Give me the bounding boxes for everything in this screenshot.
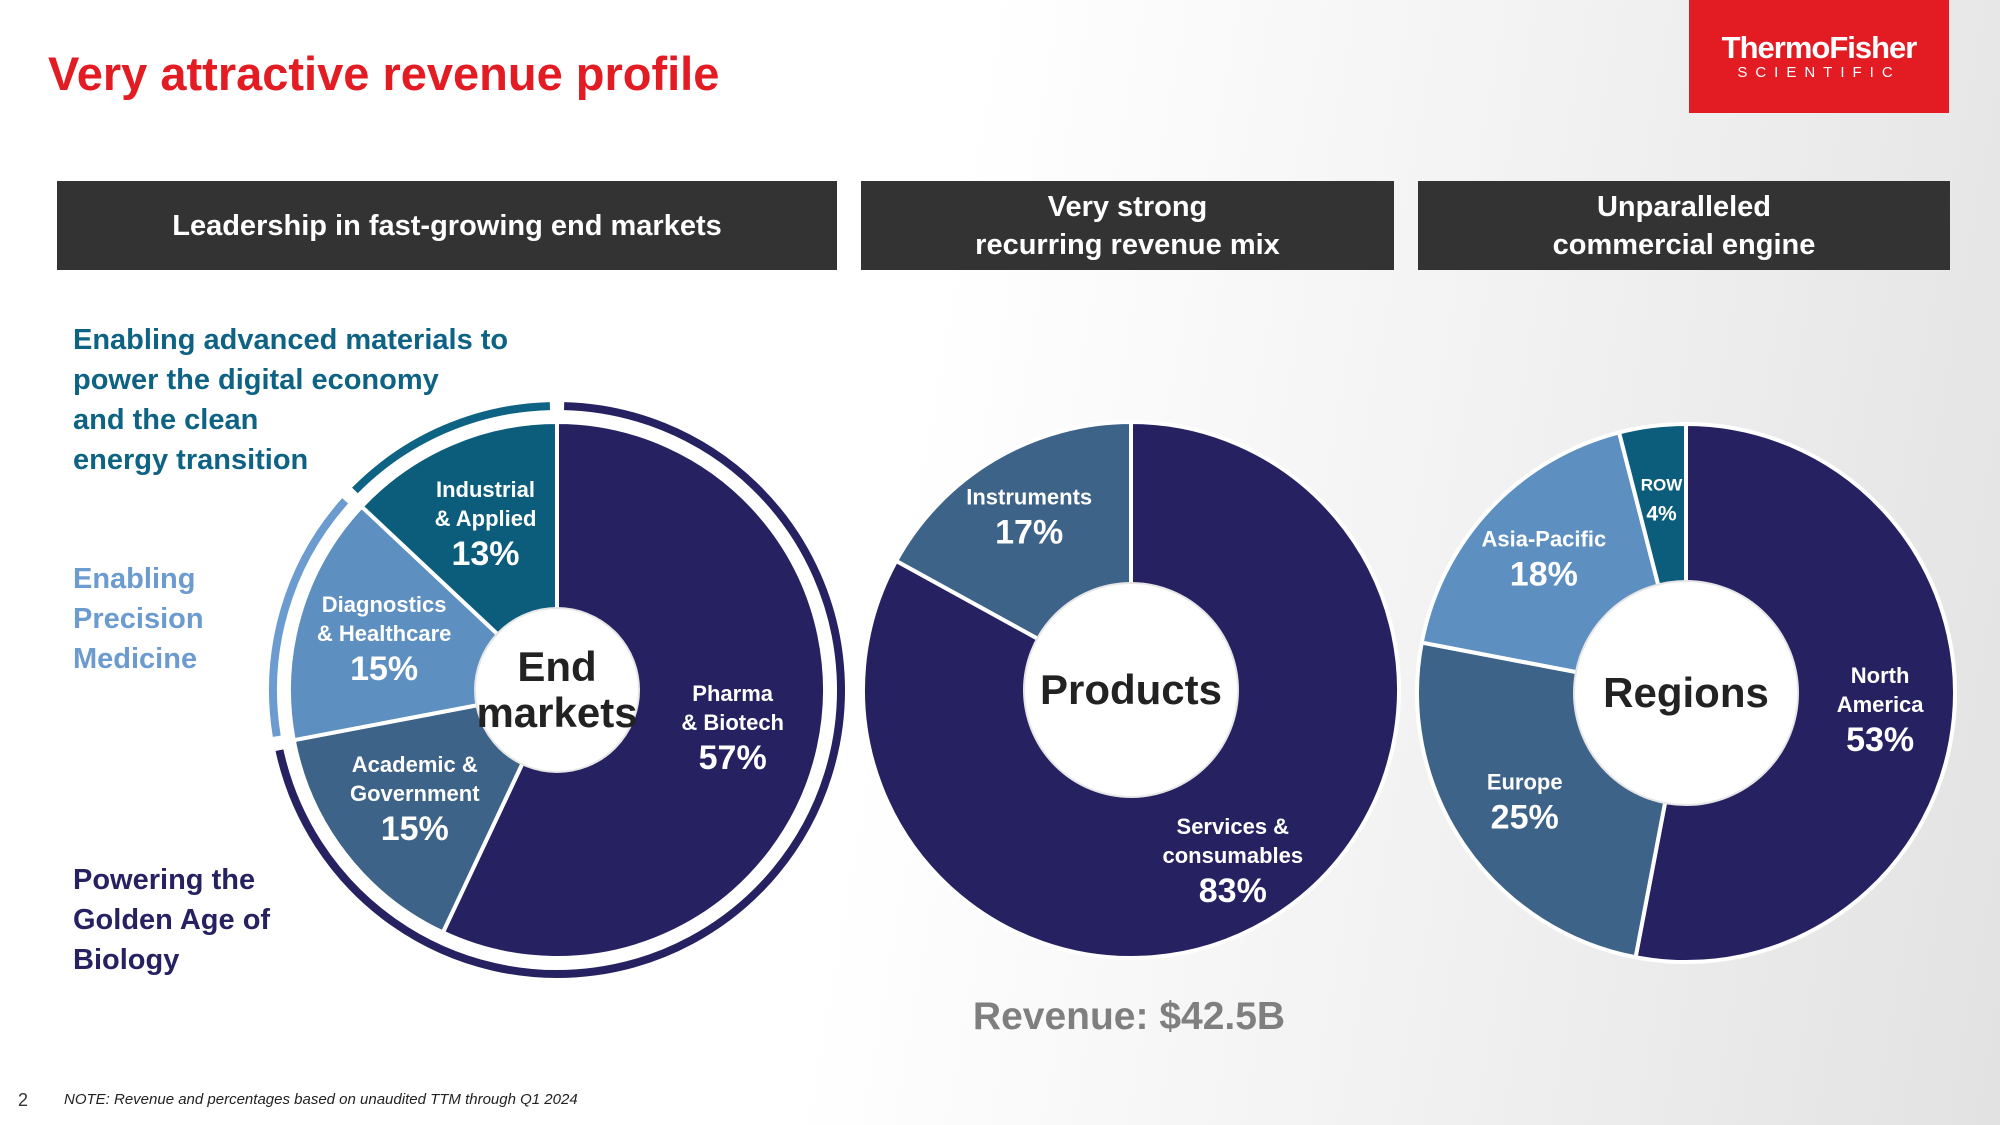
value-label: 13%	[451, 534, 520, 573]
annotation: Enabling Precision Medicine	[73, 563, 204, 675]
annotation: Enabling advanced materials to power the…	[73, 324, 509, 476]
value-label: 15%	[380, 810, 449, 849]
category-label: Asia-Pacific	[1481, 526, 1607, 551]
logo-name: ThermoFisher	[1721, 30, 1918, 65]
section-header: Unparalleled commercial engine	[1418, 181, 1950, 270]
segment-label: Europe 25%	[1487, 767, 1563, 838]
value-label: 53%	[1846, 721, 1915, 760]
value-label: 18%	[1509, 555, 1578, 593]
value-label: 17%	[995, 513, 1064, 552]
donut-hole	[1023, 582, 1239, 798]
category-label: Industrial & Applied	[434, 476, 537, 531]
segment-label: Industrial & Applied 13%	[435, 475, 537, 575]
section-header: Leadership in fast-growing end markets	[57, 181, 837, 270]
donut-segment	[291, 688, 559, 935]
value-label: 57%	[698, 739, 767, 778]
donut-hole	[1573, 580, 1799, 806]
segment-label: Academic & Government 15%	[350, 750, 480, 850]
category-label: Services & consumables	[1162, 814, 1304, 869]
segment-label: Instruments 17%	[966, 482, 1092, 553]
donut-hole	[474, 607, 640, 773]
section-header: Very strong recurring revenue mix	[861, 181, 1394, 270]
center-label: Products	[1039, 666, 1223, 713]
ring-arc	[275, 402, 845, 978]
revenue-total: Revenue: $42.5B	[972, 995, 1286, 1038]
category-label: Pharma & Biotech	[681, 681, 784, 736]
annotation: Powering the Golden Age of Biology	[73, 864, 271, 976]
center-label: End markets	[476, 643, 638, 736]
category-label: Diagnostics & Healthcare	[316, 591, 452, 646]
category-label: Academic & Government	[349, 752, 480, 807]
page-number: 2	[18, 1090, 29, 1110]
segment-label: ROW 4%	[1641, 470, 1683, 529]
logo-subtitle: SCIENTIFIC	[1737, 64, 1901, 81]
ring-arc	[352, 402, 551, 494]
category-label: Europe	[1486, 769, 1563, 795]
segment-label: Services & consumables 83%	[1162, 812, 1303, 912]
segment-label: Diagnostics & Healthcare 15%	[317, 590, 452, 690]
segment-label: Asia-Pacific 18%	[1481, 524, 1606, 595]
segment-label: Pharma & Biotech 57%	[681, 679, 784, 779]
value-label: 25%	[1490, 798, 1559, 837]
ring-arc	[269, 498, 349, 737]
value-label: 15%	[350, 649, 419, 688]
slide-title: Very attractive revenue profile	[48, 47, 720, 100]
category-label: ROW	[1640, 475, 1683, 495]
category-label: North America	[1836, 663, 1924, 718]
segment-label: North America 53%	[1837, 661, 1924, 761]
footnote: NOTE: Revenue and percentages based on u…	[64, 1091, 578, 1108]
value-label: 83%	[1198, 872, 1267, 911]
logo: ThermoFisher SCIENTIFIC	[1689, 0, 1949, 113]
center-label: Regions	[1603, 669, 1769, 716]
category-label: Instruments	[966, 484, 1093, 510]
value-label: 4%	[1646, 502, 1677, 526]
